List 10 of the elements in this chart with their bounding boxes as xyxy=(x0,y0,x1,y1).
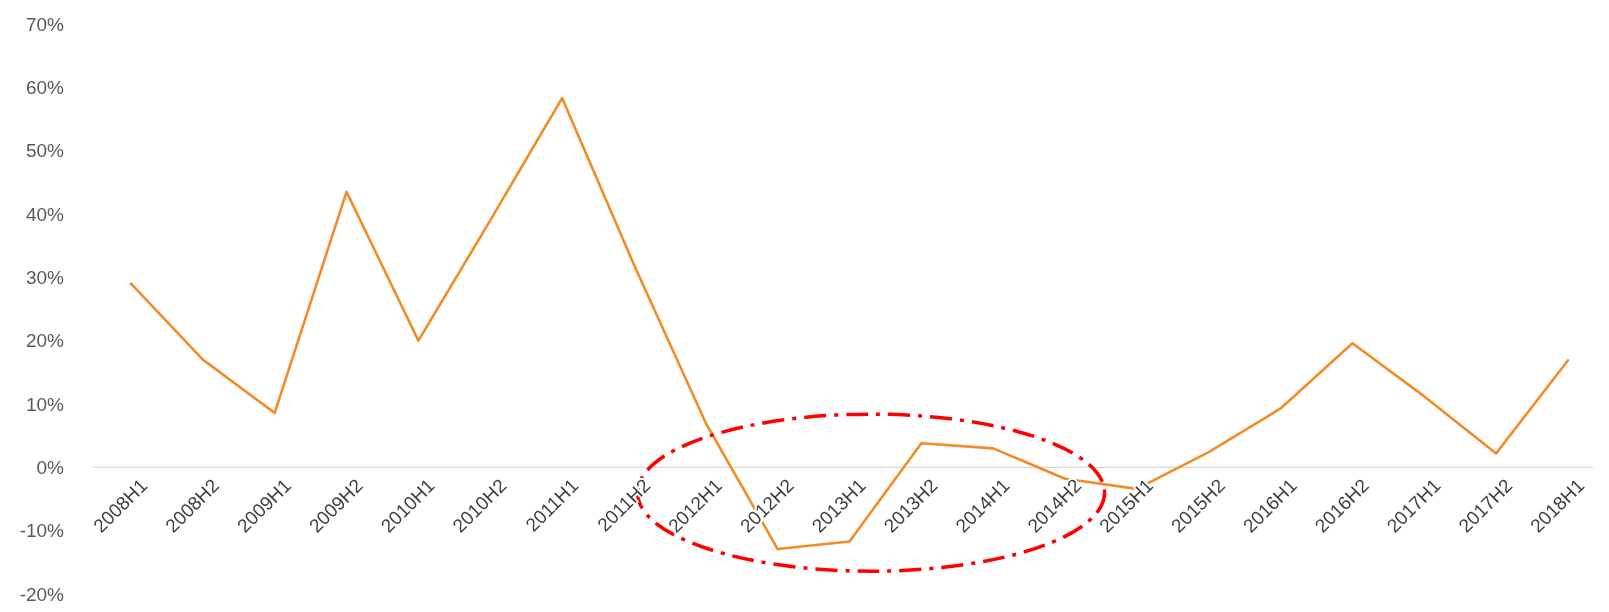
y-tick-label: 50% xyxy=(25,140,65,162)
y-tick-label: -20% xyxy=(19,583,65,605)
y-tick-label: 10% xyxy=(25,393,65,415)
y-tick-label: 20% xyxy=(25,330,65,352)
y-tick-label: 0% xyxy=(36,456,65,478)
y-tick-label: -10% xyxy=(19,520,65,542)
y-tick-label: 30% xyxy=(25,266,65,288)
y-tick-label: 70% xyxy=(25,13,65,35)
y-tick-label: 40% xyxy=(25,203,65,225)
y-tick-label: 60% xyxy=(25,76,65,98)
